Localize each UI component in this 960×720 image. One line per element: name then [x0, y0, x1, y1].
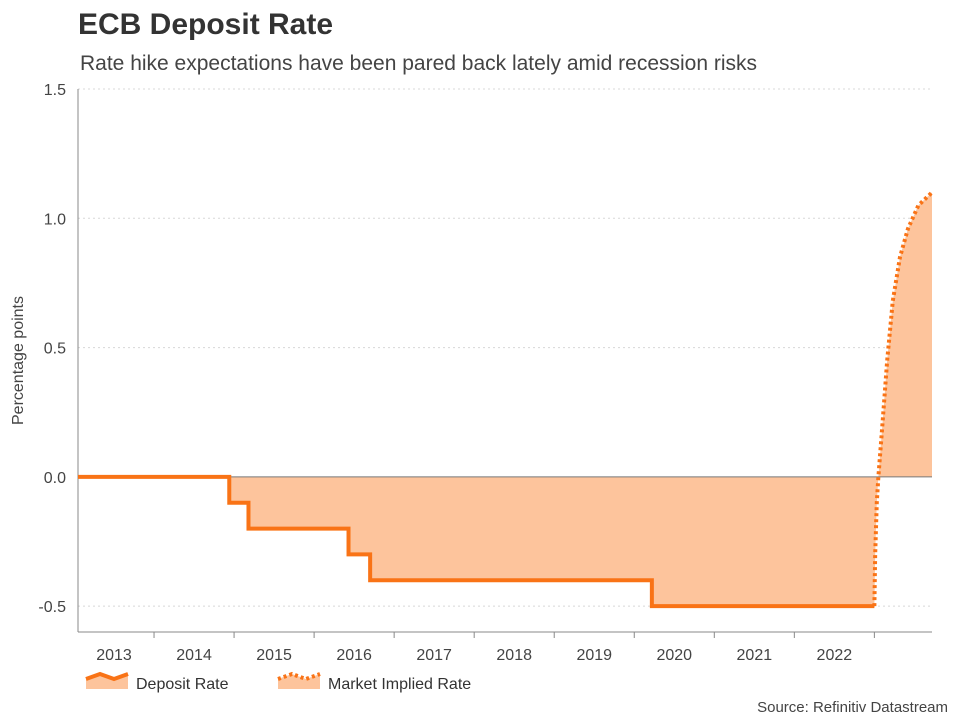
- legend-swatch-market-line: [277, 671, 321, 682]
- deposit-rate-line: [78, 474, 875, 609]
- x-tick-label: 2018: [496, 647, 532, 664]
- y-tick-label: 1.5: [44, 82, 66, 99]
- chart-title: ECB Deposit Rate: [78, 8, 334, 41]
- y-tick-label: 0.5: [44, 341, 66, 358]
- y-tick-label: 0.0: [44, 470, 66, 487]
- x-tick-label: 2014: [176, 647, 212, 664]
- legend-swatch-market-area: [278, 674, 320, 689]
- source-note: Source: Refinitiv Datastream: [757, 699, 948, 716]
- x-tick-label: 2021: [737, 647, 773, 664]
- y-tick-label: 1.0: [44, 211, 66, 228]
- legend-label-deposit: Deposit Rate: [136, 676, 229, 693]
- x-tick-label: 2016: [336, 647, 372, 664]
- x-tick-label: 2017: [416, 647, 452, 664]
- rate-area-fill: [78, 192, 932, 607]
- y-axis-label: Percentage points: [10, 296, 27, 425]
- x-tick-label: 2019: [576, 647, 612, 664]
- x-tick-label: 2020: [656, 647, 692, 664]
- market-implied-rate-line: [872, 190, 934, 607]
- chart-subtitle: Rate hike expectations have been pared b…: [80, 52, 758, 75]
- x-tick-label: 2022: [817, 647, 853, 664]
- x-tick-label: 2013: [96, 647, 132, 664]
- x-tick-label: 2015: [256, 647, 292, 664]
- y-tick-label: -0.5: [38, 599, 66, 616]
- legend-label-market: Market Implied Rate: [328, 676, 471, 693]
- legend-swatch-deposit-line: [85, 671, 129, 682]
